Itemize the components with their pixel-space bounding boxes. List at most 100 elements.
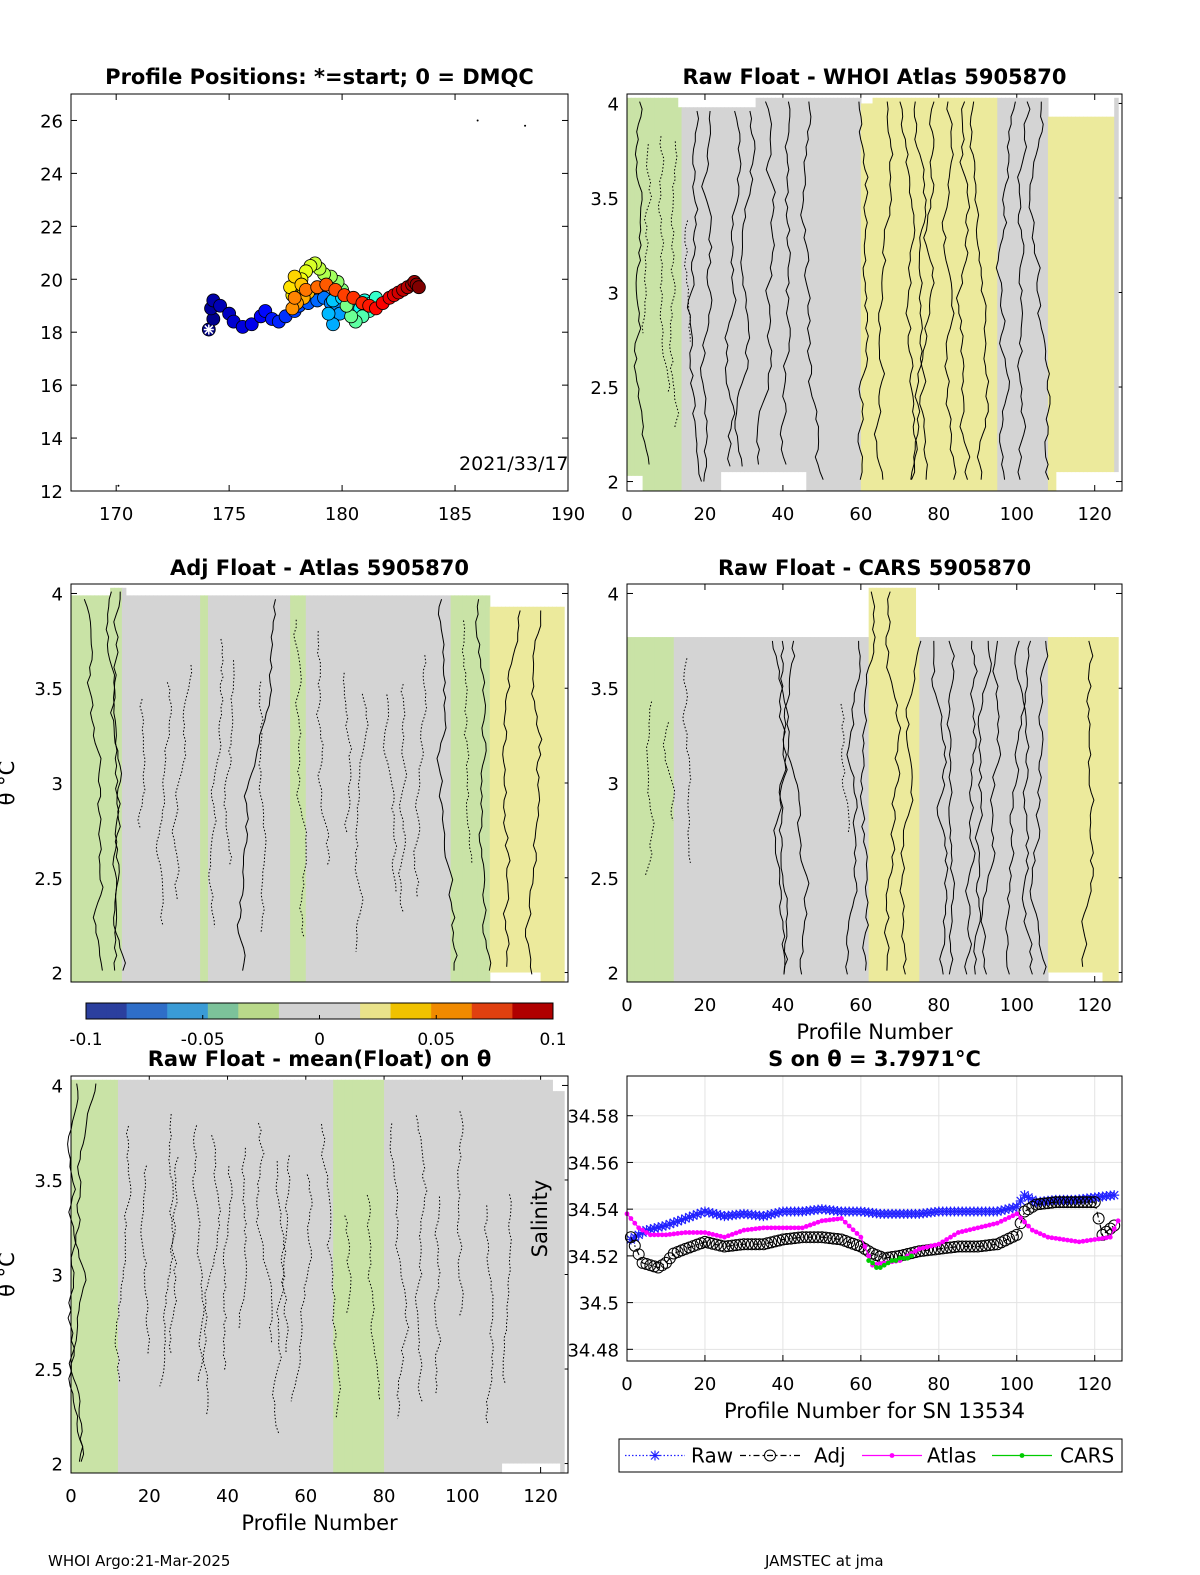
field-column xyxy=(888,97,893,492)
atlas-marker xyxy=(1002,1217,1008,1222)
field-column xyxy=(685,637,690,982)
colorbar-swatch xyxy=(441,1003,452,1019)
field-column xyxy=(689,107,694,491)
field-column xyxy=(223,595,229,982)
atlas-marker xyxy=(1018,1215,1024,1221)
field-column xyxy=(903,97,909,492)
field-column xyxy=(985,97,991,492)
field-column xyxy=(802,97,807,473)
field-column xyxy=(1047,637,1053,973)
atlas-marker xyxy=(831,1217,836,1222)
field-column xyxy=(864,637,870,982)
field-column xyxy=(981,637,987,982)
field-column xyxy=(989,637,994,982)
field-column xyxy=(106,1079,111,1473)
atlas-marker xyxy=(644,1230,649,1235)
field-column xyxy=(837,637,842,982)
field-column xyxy=(184,1079,190,1473)
field-column xyxy=(630,97,636,476)
field-column xyxy=(313,1079,319,1473)
field-column xyxy=(1079,116,1084,473)
chart-title: Raw Float - WHOI Atlas 5905870 xyxy=(682,65,1066,89)
atlas-marker xyxy=(811,1221,817,1227)
field-column xyxy=(505,1079,510,1464)
y-tick-label: 2 xyxy=(52,1455,63,1476)
atlas-marker xyxy=(714,1232,720,1238)
field-column xyxy=(1028,637,1033,982)
adj-marker xyxy=(1077,1196,1090,1209)
field-column xyxy=(481,1079,487,1473)
field-column xyxy=(121,1079,127,1473)
field-column xyxy=(223,1079,229,1473)
field-column xyxy=(337,595,342,982)
atlas-marker xyxy=(792,1225,797,1231)
atlas-marker xyxy=(1037,1231,1043,1237)
field-column xyxy=(1110,637,1115,982)
adj-marker xyxy=(702,1236,715,1249)
contour-dotted xyxy=(114,1125,132,1384)
field-column xyxy=(1079,637,1084,973)
field-column xyxy=(1071,116,1076,473)
field-column xyxy=(442,1079,448,1473)
x-tick-label: 60 xyxy=(294,1486,317,1507)
field-column xyxy=(153,1079,158,1473)
field-column xyxy=(427,595,432,982)
cars-marker xyxy=(897,1255,903,1261)
field-column xyxy=(923,97,928,492)
atlas-marker xyxy=(1029,1227,1035,1233)
field-column xyxy=(360,595,366,982)
field-column xyxy=(164,595,170,982)
legend-label-adj: Adj xyxy=(814,1444,846,1468)
field-column xyxy=(207,595,213,982)
field-column xyxy=(74,595,80,982)
adj-marker xyxy=(1084,1196,1097,1209)
cars-marker xyxy=(866,1258,872,1263)
contour-dotted xyxy=(171,664,193,901)
field-column xyxy=(755,97,761,473)
contour-dotted xyxy=(502,1194,512,1384)
field-column xyxy=(560,1091,565,1473)
field-column xyxy=(973,637,979,982)
adj-marker xyxy=(1045,1196,1058,1209)
field-column xyxy=(880,587,885,982)
adj-marker xyxy=(905,1247,918,1260)
cars-marker xyxy=(877,1265,883,1270)
atlas-marker xyxy=(858,1234,864,1240)
field-column xyxy=(1032,97,1037,492)
field-column xyxy=(1083,637,1088,973)
colorbar-swatch xyxy=(461,1003,473,1019)
field-column xyxy=(501,606,506,973)
field-column xyxy=(329,595,334,982)
x-tick-label: 0 xyxy=(621,995,632,1016)
field-column xyxy=(950,97,956,492)
x-tick-label: 80 xyxy=(927,1374,950,1395)
field-column xyxy=(1090,116,1096,473)
field-column xyxy=(1044,97,1049,492)
cars-marker xyxy=(881,1262,887,1268)
field-column xyxy=(325,595,330,982)
field-column xyxy=(736,637,741,982)
field-column xyxy=(513,1079,518,1464)
x-tick-label: 120 xyxy=(1078,504,1112,525)
field-column xyxy=(638,637,644,982)
field-column xyxy=(489,606,495,973)
field-column xyxy=(305,595,311,982)
field-column xyxy=(309,595,315,982)
atlas-marker xyxy=(963,1228,969,1234)
field-column xyxy=(110,1079,115,1473)
atlas-marker xyxy=(948,1234,953,1240)
contour-solid xyxy=(773,640,796,975)
x-tick-label: 60 xyxy=(849,504,872,525)
field-column xyxy=(1001,97,1006,492)
field-column xyxy=(1114,97,1119,473)
field-column xyxy=(1106,637,1111,982)
field-column xyxy=(849,637,854,982)
atlas-marker xyxy=(690,1230,696,1235)
y-tick-label: 4 xyxy=(52,1076,63,1097)
field-column xyxy=(344,595,350,982)
field-column xyxy=(399,1079,405,1473)
contour-solid xyxy=(112,591,121,971)
float-track xyxy=(201,256,426,337)
atlas-marker xyxy=(936,1241,942,1247)
atlas-marker xyxy=(815,1219,821,1225)
